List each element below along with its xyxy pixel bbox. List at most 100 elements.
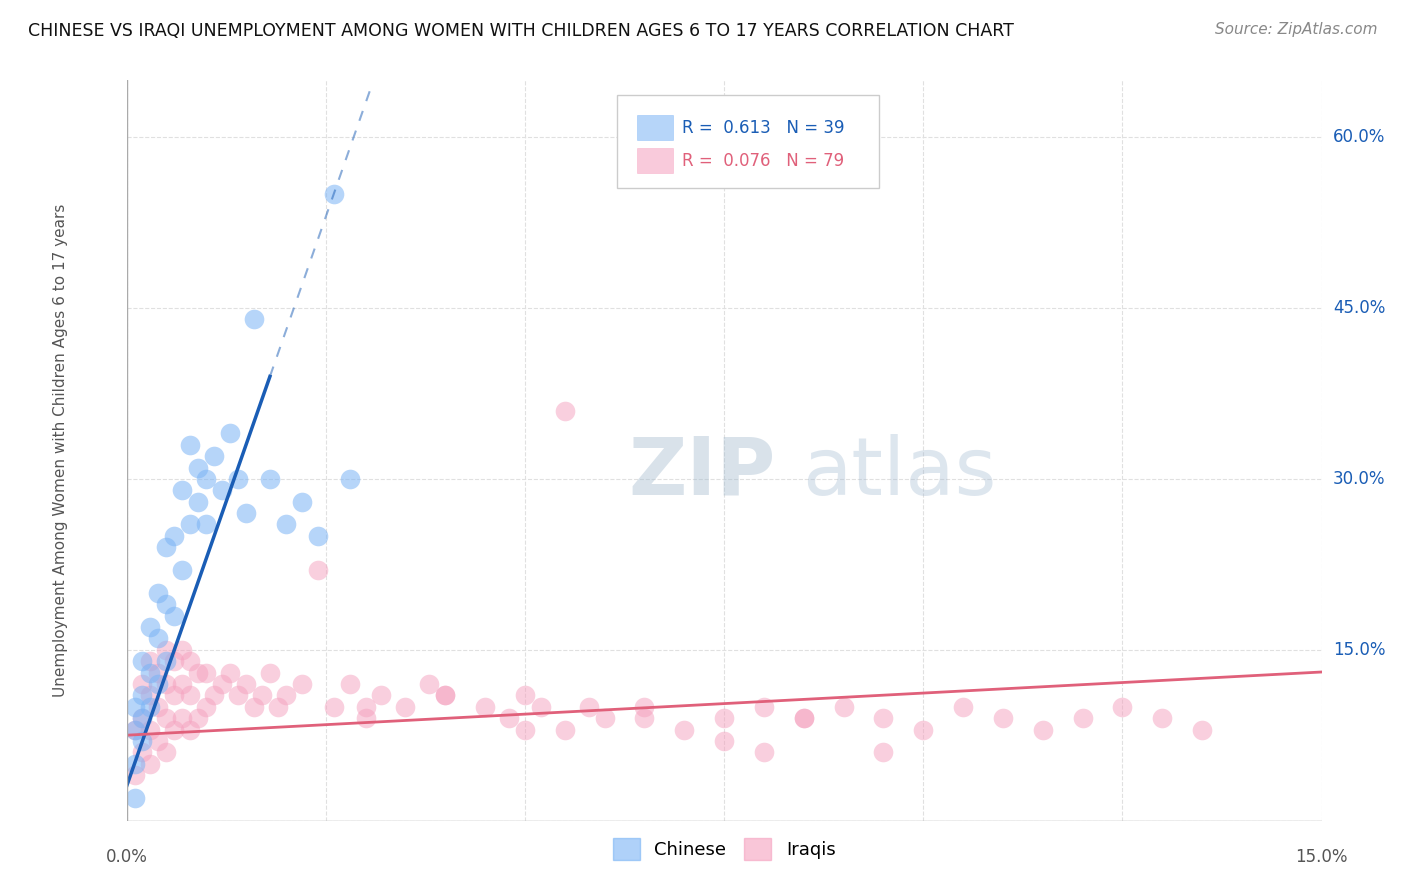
Point <box>124 723 146 737</box>
Point <box>259 472 281 486</box>
Point <box>752 745 775 759</box>
Point <box>832 699 855 714</box>
Point <box>179 723 201 737</box>
Text: ZIP: ZIP <box>628 434 776 512</box>
Point <box>155 677 177 691</box>
Point <box>131 734 153 748</box>
Point <box>530 699 553 714</box>
Point <box>211 483 233 498</box>
Point <box>578 699 600 714</box>
Point <box>187 494 209 508</box>
Point <box>163 654 186 668</box>
Point <box>148 677 170 691</box>
Point <box>1111 699 1133 714</box>
Point <box>219 426 242 441</box>
Point <box>163 723 186 737</box>
Point <box>195 665 218 680</box>
Text: Unemployment Among Women with Children Ages 6 to 17 years: Unemployment Among Women with Children A… <box>53 203 69 698</box>
Point <box>179 654 201 668</box>
Point <box>148 586 170 600</box>
Point <box>139 723 162 737</box>
Point <box>274 517 297 532</box>
FancyBboxPatch shape <box>637 115 672 139</box>
Point <box>124 723 146 737</box>
Point <box>1032 723 1054 737</box>
Point <box>1071 711 1094 725</box>
Point <box>226 472 249 486</box>
Point <box>752 699 775 714</box>
Point <box>124 768 146 782</box>
Text: atlas: atlas <box>801 434 995 512</box>
Text: Source: ZipAtlas.com: Source: ZipAtlas.com <box>1215 22 1378 37</box>
Point <box>202 689 225 703</box>
FancyBboxPatch shape <box>616 95 880 187</box>
Text: R =  0.076   N = 79: R = 0.076 N = 79 <box>682 152 845 170</box>
Point <box>172 711 194 725</box>
Point <box>195 699 218 714</box>
Point <box>155 541 177 555</box>
Point <box>187 711 209 725</box>
Point <box>513 723 536 737</box>
Legend: Chinese, Iraqis: Chinese, Iraqis <box>606 830 842 867</box>
Point <box>124 790 146 805</box>
Point <box>394 699 416 714</box>
Point <box>195 472 218 486</box>
Point <box>593 711 616 725</box>
Text: 60.0%: 60.0% <box>1333 128 1385 146</box>
Point <box>139 620 162 634</box>
Point <box>139 756 162 771</box>
Point <box>267 699 290 714</box>
Point <box>131 745 153 759</box>
Text: 45.0%: 45.0% <box>1333 299 1385 317</box>
Point <box>187 460 209 475</box>
Point <box>434 689 457 703</box>
Point <box>291 494 314 508</box>
Text: CHINESE VS IRAQI UNEMPLOYMENT AMONG WOMEN WITH CHILDREN AGES 6 TO 17 YEARS CORRE: CHINESE VS IRAQI UNEMPLOYMENT AMONG WOME… <box>28 22 1014 40</box>
Point <box>235 506 257 520</box>
Point <box>673 723 696 737</box>
Point <box>211 677 233 691</box>
Point <box>179 517 201 532</box>
Point <box>139 699 162 714</box>
Point <box>139 654 162 668</box>
Point <box>124 699 146 714</box>
Text: R =  0.613   N = 39: R = 0.613 N = 39 <box>682 119 845 136</box>
Point <box>155 642 177 657</box>
Point <box>163 689 186 703</box>
Point <box>131 654 153 668</box>
Point <box>434 689 457 703</box>
Point <box>172 642 194 657</box>
Point <box>139 689 162 703</box>
Point <box>554 403 576 417</box>
Point <box>124 756 146 771</box>
Point <box>148 665 170 680</box>
Point <box>155 745 177 759</box>
Point <box>793 711 815 725</box>
Point <box>912 723 935 737</box>
Point <box>291 677 314 691</box>
Point <box>991 711 1014 725</box>
Point <box>195 517 218 532</box>
Point <box>131 677 153 691</box>
Point <box>713 711 735 725</box>
Point <box>172 677 194 691</box>
Text: 15.0%: 15.0% <box>1333 640 1385 659</box>
Point <box>172 483 194 498</box>
Point <box>274 689 297 703</box>
Point <box>633 711 655 725</box>
Point <box>872 711 894 725</box>
Point <box>131 711 153 725</box>
Point <box>163 608 186 623</box>
Point <box>148 632 170 646</box>
Point <box>163 529 186 543</box>
Point <box>202 449 225 463</box>
Point <box>322 187 344 202</box>
Point <box>250 689 273 703</box>
Point <box>155 654 177 668</box>
Point <box>713 734 735 748</box>
Point <box>155 597 177 611</box>
Point <box>872 745 894 759</box>
Point <box>1191 723 1213 737</box>
Point <box>370 689 392 703</box>
Point <box>474 699 496 714</box>
